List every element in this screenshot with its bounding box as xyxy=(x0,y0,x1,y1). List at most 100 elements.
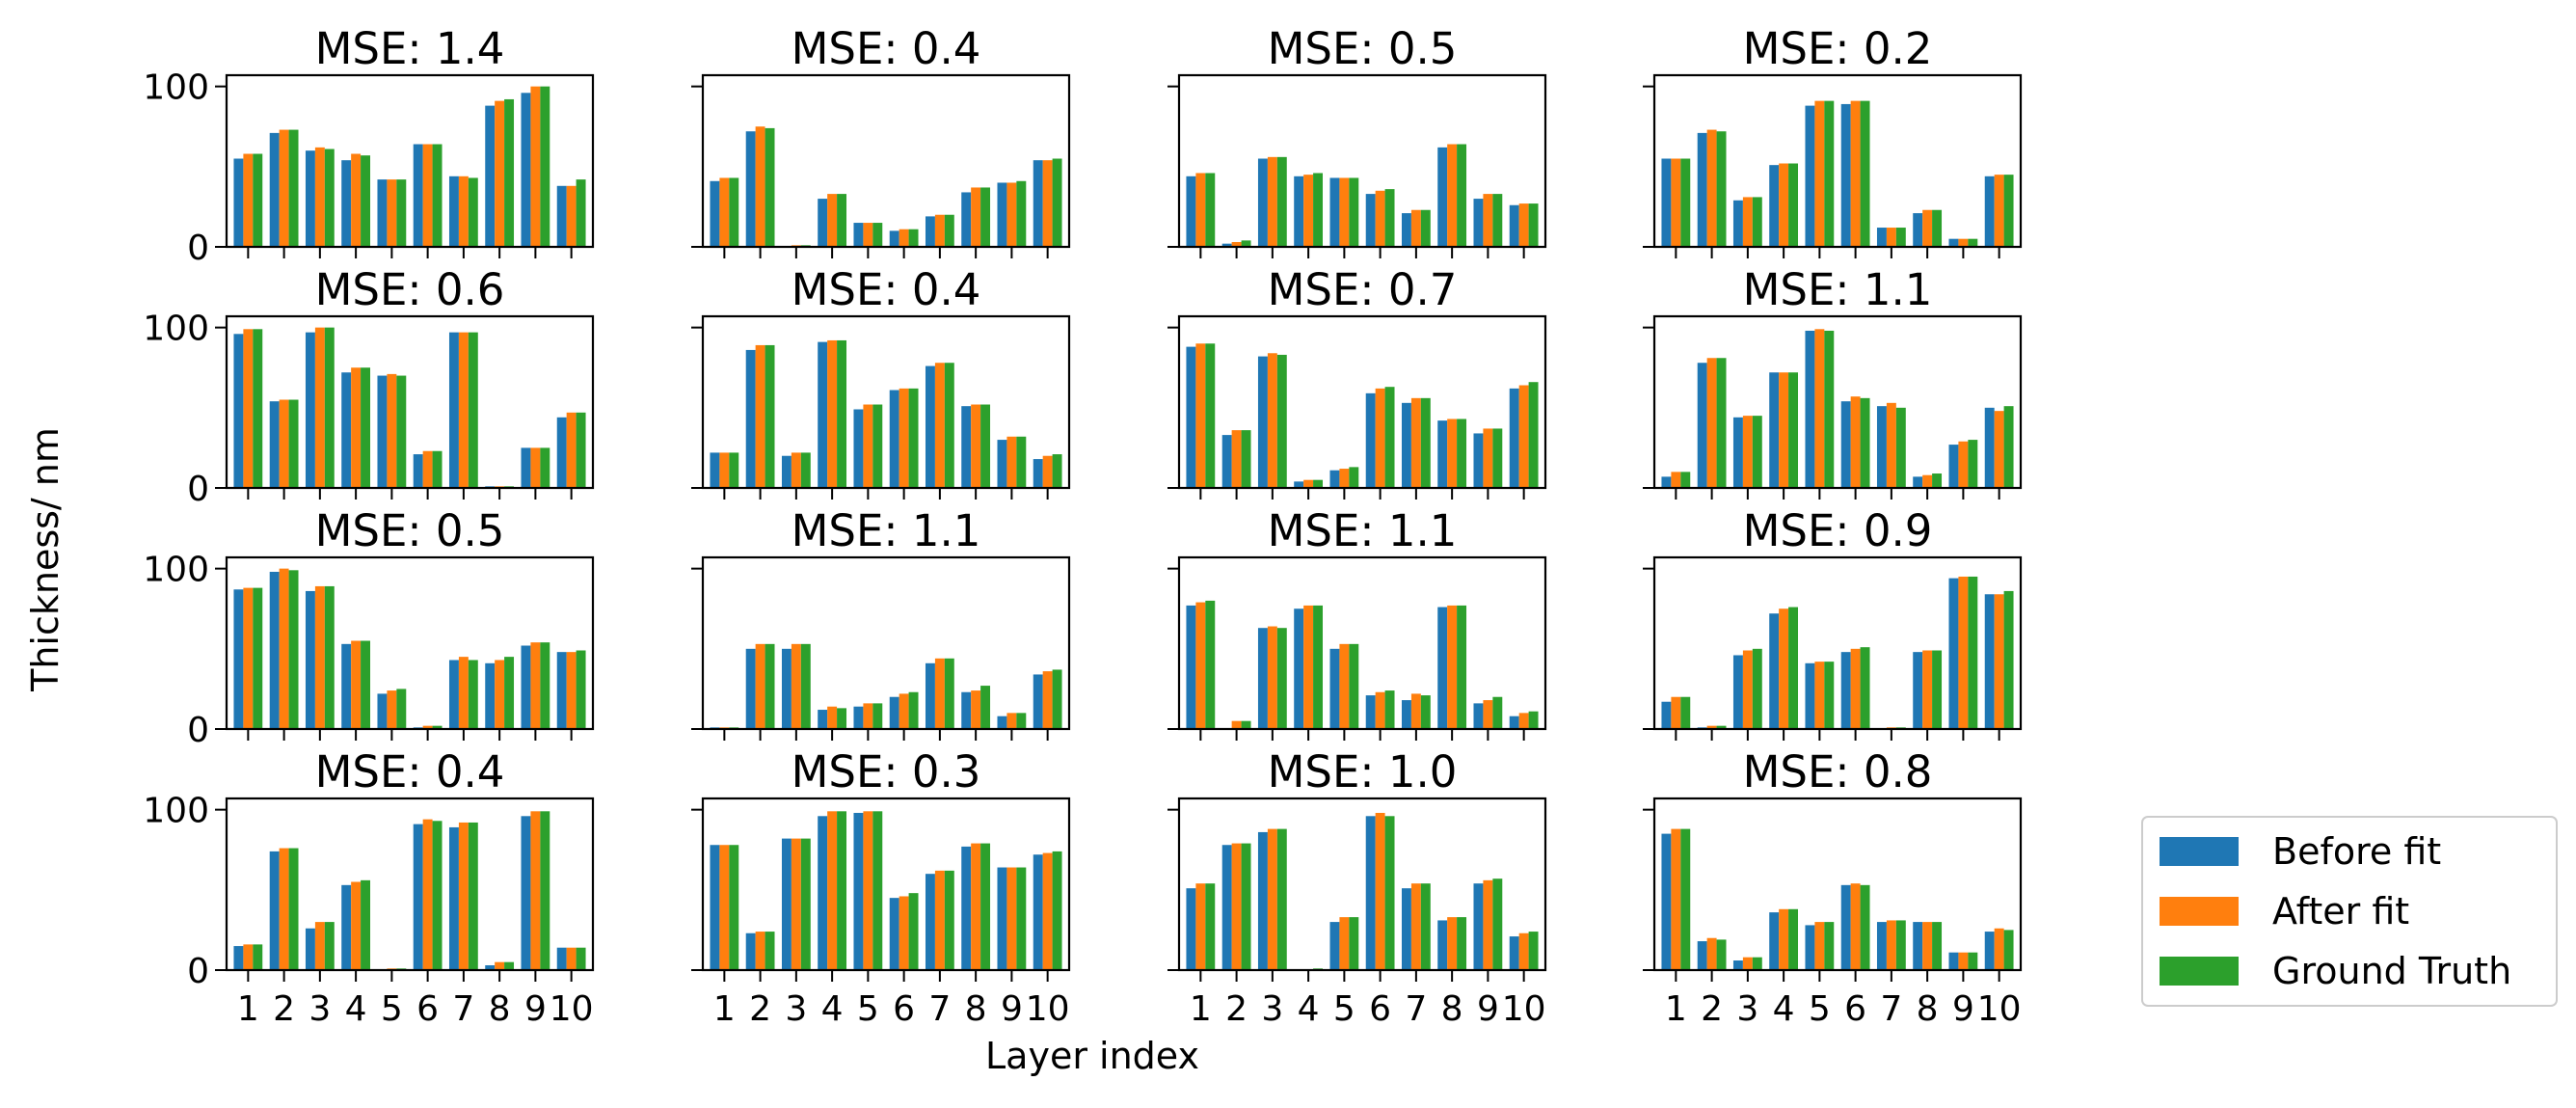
bar-ground-truth-layer-8 xyxy=(1932,922,1943,970)
bar-ground-truth-layer-9 xyxy=(540,447,550,488)
bar-after-fit-layer-6 xyxy=(899,388,909,488)
x-tick-label: 3 xyxy=(785,989,807,1029)
bar-before-fit-layer-4 xyxy=(1294,481,1304,488)
bar-after-fit-layer-9 xyxy=(1006,713,1017,729)
bar-after-fit-layer-4 xyxy=(1303,605,1314,729)
bar-after-fit-layer-5 xyxy=(1339,643,1350,729)
bar-before-fit-layer-7 xyxy=(1401,402,1411,488)
bar-after-fit-layer-2 xyxy=(755,643,765,729)
bar-after-fit-layer-5 xyxy=(387,690,397,729)
bar-before-fit-layer-7 xyxy=(448,826,459,970)
bar-before-fit-layer-9 xyxy=(997,440,1007,488)
bar-after-fit-layer-1 xyxy=(1671,696,1681,729)
bar-before-fit-layer-10 xyxy=(1984,407,1995,488)
bar-ground-truth-layer-1 xyxy=(253,153,263,247)
bar-after-fit-layer-5 xyxy=(1339,469,1350,488)
bar-after-fit-layer-10 xyxy=(1994,411,2004,488)
bar-after-fit-layer-2 xyxy=(1706,129,1717,247)
bar-before-fit-layer-10 xyxy=(556,652,567,729)
bar-after-fit-layer-8 xyxy=(971,404,981,488)
bar-before-fit-layer-2 xyxy=(745,932,756,970)
bar-after-fit-layer-3 xyxy=(1267,626,1277,729)
subplot-title: MSE: 0.9 xyxy=(1743,505,1933,556)
bar-after-fit-layer-8 xyxy=(1922,922,1933,970)
bar-ground-truth-layer-9 xyxy=(1492,878,1503,970)
bar-ground-truth-layer-6 xyxy=(908,691,919,729)
bar-after-fit-layer-3 xyxy=(314,585,325,729)
bar-ground-truth-layer-9 xyxy=(1016,436,1027,488)
subplot-title: MSE: 1.1 xyxy=(1268,505,1458,556)
bar-after-fit-layer-7 xyxy=(1886,402,1896,488)
bar-ground-truth-layer-8 xyxy=(1457,917,1467,970)
bar-before-fit-layer-6 xyxy=(1365,816,1376,970)
bar-ground-truth-layer-1 xyxy=(729,452,739,488)
bar-ground-truth-layer-4 xyxy=(837,811,847,970)
x-tick-label: 9 xyxy=(1001,989,1023,1029)
bar-ground-truth-layer-5 xyxy=(396,689,407,729)
bar-ground-truth-layer-7 xyxy=(1420,397,1431,488)
bar-before-fit-layer-8 xyxy=(961,192,972,247)
bar-after-fit-layer-10 xyxy=(1042,671,1053,729)
bar-before-fit-layer-10 xyxy=(1509,204,1519,247)
bar-before-fit-layer-9 xyxy=(1473,199,1484,247)
bar-ground-truth-layer-7 xyxy=(468,660,478,729)
bar-before-fit-layer-8 xyxy=(485,105,496,247)
bar-ground-truth-layer-6 xyxy=(1384,189,1395,247)
bar-after-fit-layer-6 xyxy=(1375,812,1385,970)
bar-after-fit-layer-5 xyxy=(387,179,397,247)
bar-ground-truth-layer-3 xyxy=(1752,648,1762,729)
bar-after-fit-layer-1 xyxy=(719,177,730,247)
bar-after-fit-layer-6 xyxy=(1850,396,1861,488)
bar-before-fit-layer-2 xyxy=(269,851,280,970)
bar-ground-truth-layer-8 xyxy=(504,657,515,729)
bar-after-fit-layer-3 xyxy=(1742,197,1753,247)
bar-before-fit-layer-8 xyxy=(961,406,972,488)
bar-before-fit-layer-8 xyxy=(961,691,972,729)
bar-ground-truth-layer-6 xyxy=(1384,816,1395,970)
bar-after-fit-layer-5 xyxy=(863,404,873,488)
bar-after-fit-layer-4 xyxy=(1779,608,1789,729)
subplot-10: MSE: 1.1 xyxy=(691,505,1071,741)
bar-before-fit-layer-2 xyxy=(269,132,280,247)
bar-ground-truth-layer-4 xyxy=(1788,908,1799,970)
bar-before-fit-layer-10 xyxy=(556,417,567,488)
x-tick-label: 10 xyxy=(1026,989,1070,1029)
x-tick-label: 10 xyxy=(1502,989,1546,1029)
bar-after-fit-layer-2 xyxy=(1231,430,1242,488)
bar-before-fit-layer-7 xyxy=(1401,213,1411,247)
bar-after-fit-layer-9 xyxy=(1958,952,1969,970)
bar-ground-truth-layer-3 xyxy=(1752,957,1762,970)
bar-after-fit-layer-8 xyxy=(495,660,505,729)
subplot-title: MSE: 0.4 xyxy=(792,23,981,74)
bar-before-fit-layer-7 xyxy=(1876,922,1887,970)
bar-after-fit-layer-3 xyxy=(1267,156,1277,247)
bar-after-fit-layer-10 xyxy=(1518,203,1529,247)
bar-before-fit-layer-6 xyxy=(1365,194,1376,247)
bar-ground-truth-layer-6 xyxy=(1384,387,1395,488)
y-tick-label: 100 xyxy=(143,310,209,349)
bar-after-fit-layer-4 xyxy=(351,640,362,729)
bar-before-fit-layer-3 xyxy=(781,455,792,488)
x-tick-label: 2 xyxy=(1701,989,1723,1029)
bar-before-fit-layer-8 xyxy=(485,662,496,729)
bar-after-fit-layer-1 xyxy=(719,845,730,970)
legend-label-before-fit: Before fit xyxy=(2272,830,2441,873)
bar-ground-truth-layer-10 xyxy=(2003,590,2014,729)
x-tick-label: 5 xyxy=(381,989,403,1029)
bar-after-fit-layer-3 xyxy=(1267,353,1277,488)
bar-after-fit-layer-7 xyxy=(1886,920,1896,970)
bar-after-fit-layer-5 xyxy=(387,373,397,488)
y-tick-label: 0 xyxy=(187,952,209,991)
bar-before-fit-layer-3 xyxy=(1257,628,1268,729)
bar-before-fit-layer-5 xyxy=(377,693,388,729)
bar-ground-truth-layer-4 xyxy=(361,367,371,488)
axes-frame xyxy=(701,73,1071,249)
bar-before-fit-layer-3 xyxy=(1732,655,1743,729)
bar-after-fit-layer-3 xyxy=(314,147,325,247)
bar-ground-truth-layer-8 xyxy=(504,98,515,247)
x-tick-label: 6 xyxy=(1369,989,1391,1029)
bar-before-fit-layer-6 xyxy=(413,824,423,970)
y-tick-label: 100 xyxy=(143,792,209,831)
x-tick-label: 7 xyxy=(452,989,474,1029)
bar-before-fit-layer-2 xyxy=(745,349,756,488)
